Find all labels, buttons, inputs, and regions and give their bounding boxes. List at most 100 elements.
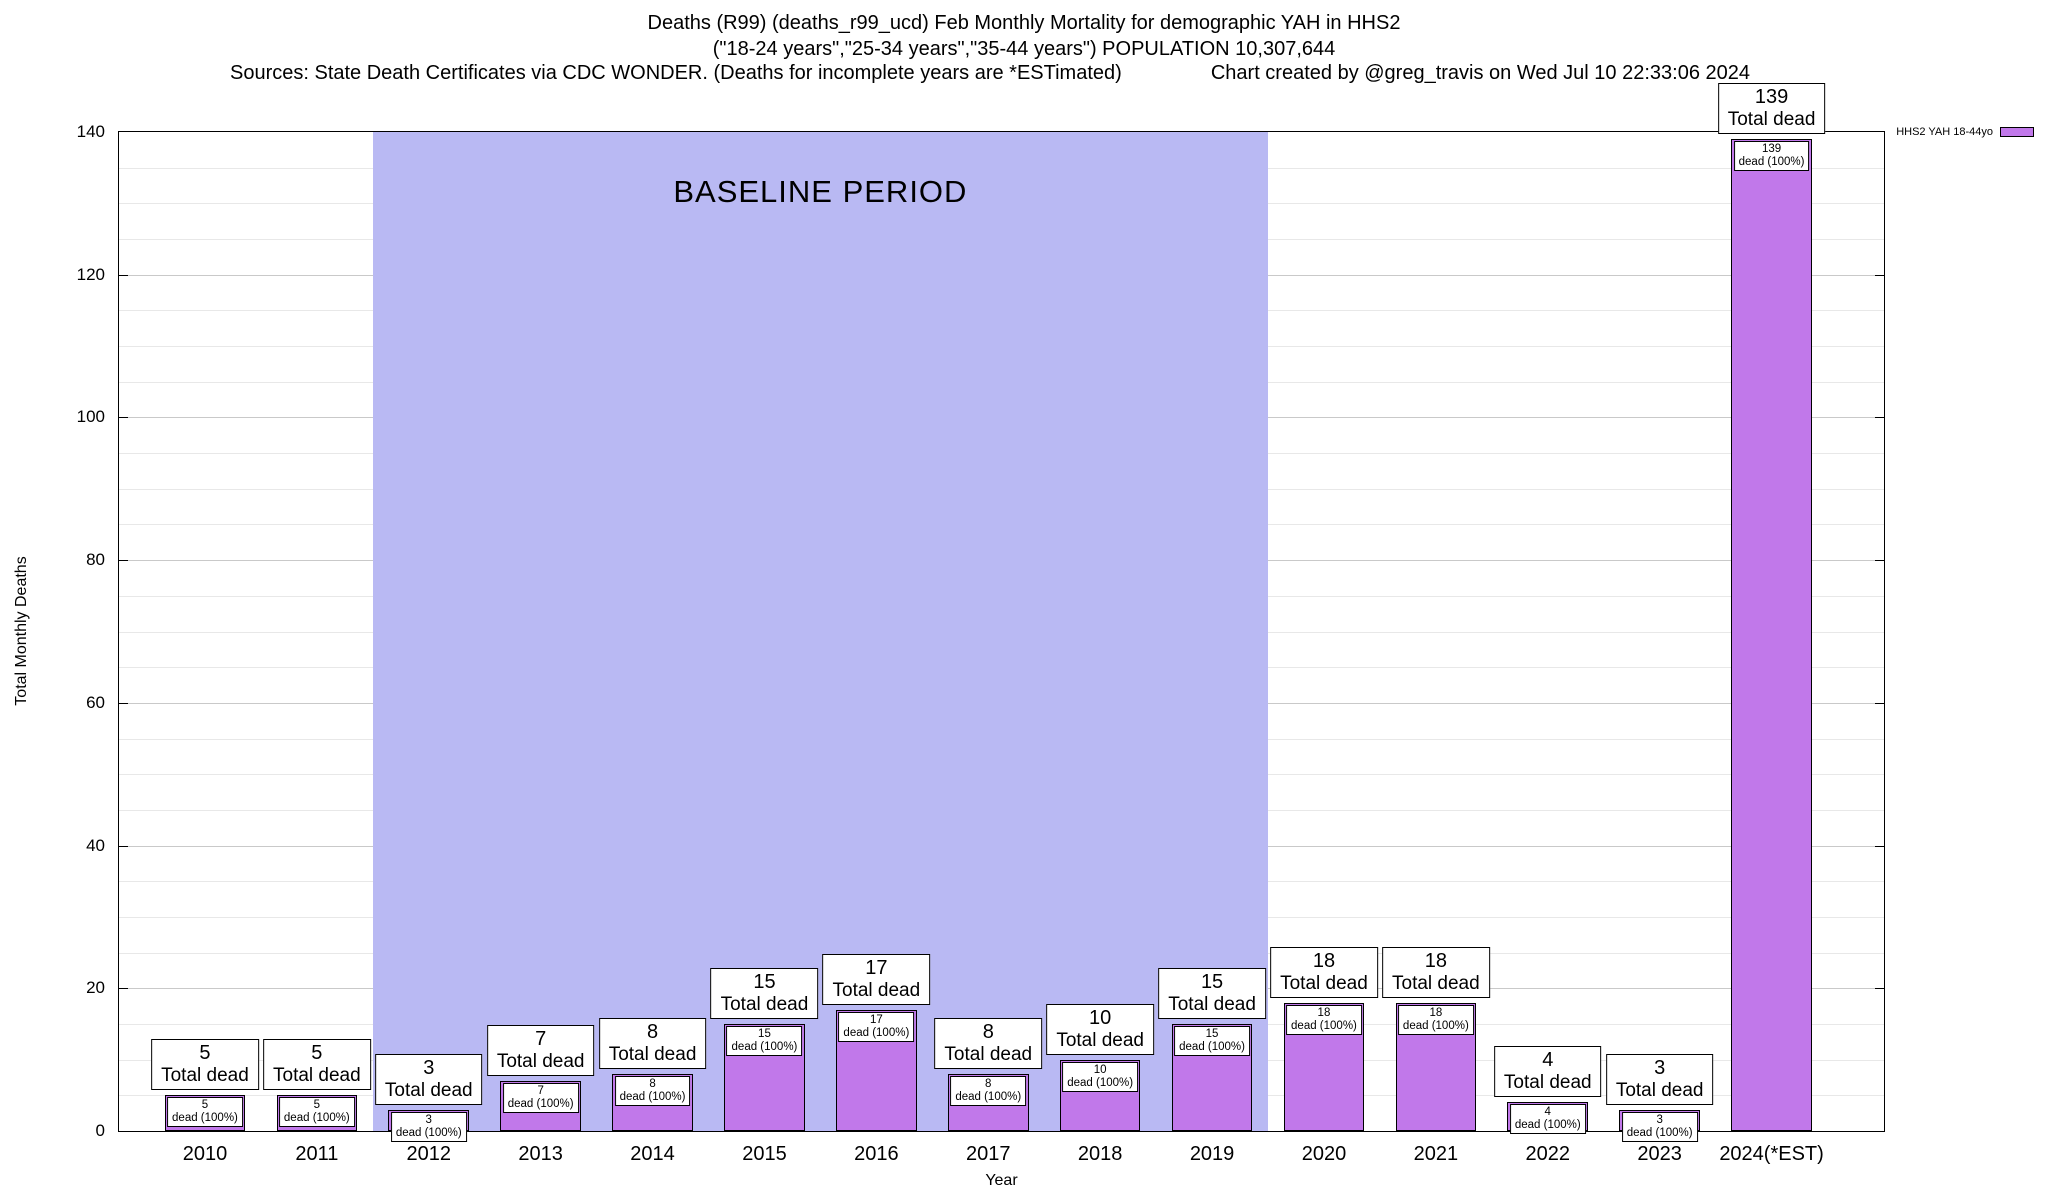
bar-total-value: 5 — [199, 1042, 211, 1065]
y-axis-tick — [1875, 988, 1884, 990]
bar-total-caption: Total dead — [384, 1079, 473, 1101]
bar-total-caption: Total dead — [273, 1065, 361, 1087]
y-tick-label: 20 — [86, 978, 105, 998]
x-tick-2017: 2017 — [966, 1143, 1011, 1165]
bar-sublabel-2017: 8 dead (100%) — [950, 1075, 1027, 1106]
bar-total-label-2017: 8 Total dead — [934, 1017, 1043, 1069]
legend-label: HHS2 YAH 18-44yo — [1896, 126, 1993, 138]
x-tick-2014: 2014 — [630, 1143, 675, 1165]
bar-sublabel-2024(*EST): 139 dead (100%) — [1733, 141, 1810, 172]
bar-total-caption: Total dead — [161, 1065, 249, 1087]
y-tick-label: 60 — [86, 692, 105, 712]
x-tick-2022: 2022 — [1525, 1143, 1571, 1165]
bar-sublabel-value: 5 — [313, 1099, 321, 1112]
y-tick-label: 100 — [76, 407, 105, 427]
bar-sublabel-value: 4 — [1544, 1106, 1551, 1119]
bar-total-label-2021: 18 Total dead — [1382, 946, 1490, 998]
x-tick-2016: 2016 — [854, 1143, 899, 1165]
x-tick-2018: 2018 — [1077, 1143, 1123, 1165]
bar-total-label-2011: 5 Total dead — [263, 1039, 371, 1091]
bar-total-value: 15 — [753, 970, 776, 993]
bar-sublabel-2018: 10 dead (100%) — [1062, 1061, 1139, 1092]
bar-total-caption: Total dead — [1280, 972, 1368, 994]
bar-total-value: 7 — [535, 1028, 547, 1051]
bar-sublabel-value: 15 — [758, 1027, 771, 1040]
x-tick-2012: 2012 — [406, 1143, 452, 1165]
bar-sublabel-caption: dead (100%) — [172, 1112, 238, 1125]
bar-sublabel-2010: 5 dead (100%) — [167, 1097, 243, 1128]
bar-sublabel-value: 3 — [1656, 1113, 1663, 1126]
bar-sublabel-value: 5 — [201, 1099, 209, 1112]
bar-sublabel-2014: 8 dead (100%) — [614, 1075, 691, 1106]
bar-total-value: 18 — [1312, 949, 1336, 972]
x-tick-2021: 2021 — [1413, 1143, 1459, 1165]
bar-sublabel-caption: dead (100%) — [843, 1026, 910, 1039]
bar-total-value: 4 — [1542, 1049, 1554, 1072]
bar-sublabel-2020: 18 dead (100%) — [1286, 1004, 1362, 1035]
bar-total-caption: Total dead — [1615, 1079, 1704, 1101]
bar-total-caption: Total dead — [1503, 1072, 1592, 1094]
chart-credit: Chart created by @greg_travis on Wed Jul… — [1210, 62, 1750, 84]
bar-sublabel-2022: 4 dead (100%) — [1509, 1104, 1586, 1135]
bar-total-caption: Total dead — [1392, 972, 1480, 994]
bar-total-label-2019: 15 Total dead — [1158, 967, 1266, 1019]
bar-sublabel-2011: 5 dead (100%) — [278, 1097, 355, 1128]
y-axis-tick — [119, 417, 128, 419]
bar-total-value: 3 — [1654, 1056, 1666, 1079]
bar-sublabel-value: 15 — [1205, 1027, 1219, 1040]
bar-sublabel-2019: 15 dead (100%) — [1174, 1025, 1250, 1056]
y-axis-tick — [1875, 417, 1884, 419]
legend: HHS2 YAH 18-44yo — [1896, 126, 2034, 138]
bar-sublabel-caption: dead (100%) — [1626, 1126, 1693, 1139]
y-axis-tick — [119, 988, 128, 990]
bar-2024(*EST) — [1731, 139, 1812, 1131]
bar-sublabel-2021: 18 dead (100%) — [1397, 1004, 1474, 1035]
chart-header: Deaths (R99) (deaths_r99_ucd) Feb Monthl… — [0, 10, 2048, 62]
bar-sublabel-value: 8 — [649, 1077, 656, 1090]
y-axis-tick — [119, 274, 128, 276]
legend-swatch — [2000, 127, 2034, 137]
chart-title-line1: Deaths (R99) (deaths_r99_ucd) Feb Monthl… — [647, 12, 1401, 34]
y-tick-label: 0 — [95, 1121, 105, 1140]
bar-total-value: 3 — [423, 1056, 435, 1079]
x-tick-2013: 2013 — [518, 1143, 563, 1165]
bar-sublabel-caption: dead (100%) — [1514, 1119, 1581, 1132]
chart-title-line2: ("18-24 years","25-34 years","35-44 year… — [712, 38, 1336, 60]
x-tick-2024(*EST): 2024(*EST) — [1719, 1143, 1824, 1165]
bar-total-value: 15 — [1200, 970, 1224, 993]
bar-sublabel-caption: dead (100%) — [619, 1090, 686, 1103]
bar-sublabel-2023: 3 dead (100%) — [1621, 1111, 1698, 1142]
bar-total-caption: Total dead — [496, 1051, 585, 1073]
bar-total-value: 8 — [646, 1020, 659, 1043]
bar-sublabel-value: 18 — [1429, 1006, 1443, 1019]
bar-sublabel-value: 18 — [1317, 1006, 1331, 1019]
bar-total-value: 18 — [1424, 949, 1447, 972]
bar-total-caption: Total dead — [832, 979, 921, 1001]
bar-sublabel-caption: dead (100%) — [1402, 1019, 1469, 1032]
chart-header-line3: Sources: State Death Certificates via CD… — [230, 62, 1750, 85]
bar-sublabel-2015: 15 dead (100%) — [726, 1025, 803, 1056]
bar-total-label-2015: 15 Total dead — [710, 967, 819, 1019]
bar-sublabel-caption: dead (100%) — [1738, 156, 1805, 169]
bar-sublabel-value: 139 — [1761, 143, 1782, 156]
bar-total-label-2022: 4 Total dead — [1493, 1046, 1602, 1098]
bar-total-value: 5 — [311, 1042, 323, 1065]
bar-sublabel-caption: dead (100%) — [1291, 1019, 1357, 1032]
x-tick-2019: 2019 — [1189, 1143, 1235, 1165]
bar-sublabel-caption: dead (100%) — [1179, 1040, 1245, 1053]
bar-total-caption: Total dead — [720, 993, 809, 1015]
bar-total-value: 8 — [982, 1020, 994, 1043]
bar-total-caption: Total dead — [1727, 109, 1816, 131]
bar-sublabel-caption: dead (100%) — [955, 1090, 1022, 1103]
y-axis-tick — [119, 845, 128, 847]
bar-sublabel-caption: dead (100%) — [731, 1040, 798, 1053]
x-axis-title: Year — [985, 1172, 1018, 1189]
bar-total-caption: Total dead — [1056, 1029, 1144, 1051]
y-axis-tick — [1875, 702, 1884, 704]
bar-total-label-2013: 7 Total dead — [486, 1025, 595, 1077]
y-axis-tick — [1875, 845, 1884, 847]
bar-total-label-2010: 5 Total dead — [151, 1039, 259, 1091]
x-tick-2020: 2020 — [1301, 1143, 1347, 1165]
bar-sublabel-caption: dead (100%) — [1067, 1076, 1134, 1089]
